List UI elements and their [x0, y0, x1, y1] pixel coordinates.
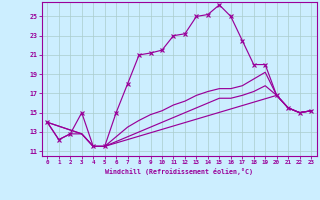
- X-axis label: Windchill (Refroidissement éolien,°C): Windchill (Refroidissement éolien,°C): [105, 168, 253, 175]
